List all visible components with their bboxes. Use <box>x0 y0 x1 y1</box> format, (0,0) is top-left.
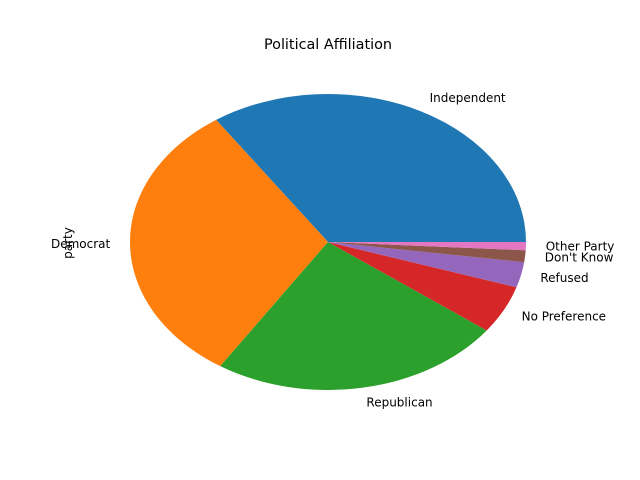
pie-slice-other-party <box>328 242 526 251</box>
y-axis-label: party <box>61 227 75 259</box>
slice-label-independent: Independent <box>430 91 506 105</box>
slice-label-democrat: Democrat <box>51 237 111 251</box>
pie-slice-refused <box>328 242 525 288</box>
slice-label-republican: Republican <box>366 395 432 409</box>
pie-slice-democrat <box>129 119 328 367</box>
slice-label-no-preference: No Preference <box>522 310 606 324</box>
slice-label-other-party: Other Party <box>546 240 615 254</box>
slice-label-don-t-know: Don't Know <box>545 251 614 265</box>
slice-label-refused: Refused <box>540 271 588 285</box>
pie-slices <box>129 94 526 391</box>
slice-labels: Independent Democrat Republican No Preferen… <box>51 91 614 409</box>
pie-slice-independent <box>216 94 526 242</box>
pie-slice-don-t-know <box>328 242 526 263</box>
chart-title: Political Affiliation <box>264 37 392 53</box>
pie-slice-republican <box>220 242 487 391</box>
pie-slice-no-preference <box>328 242 517 331</box>
